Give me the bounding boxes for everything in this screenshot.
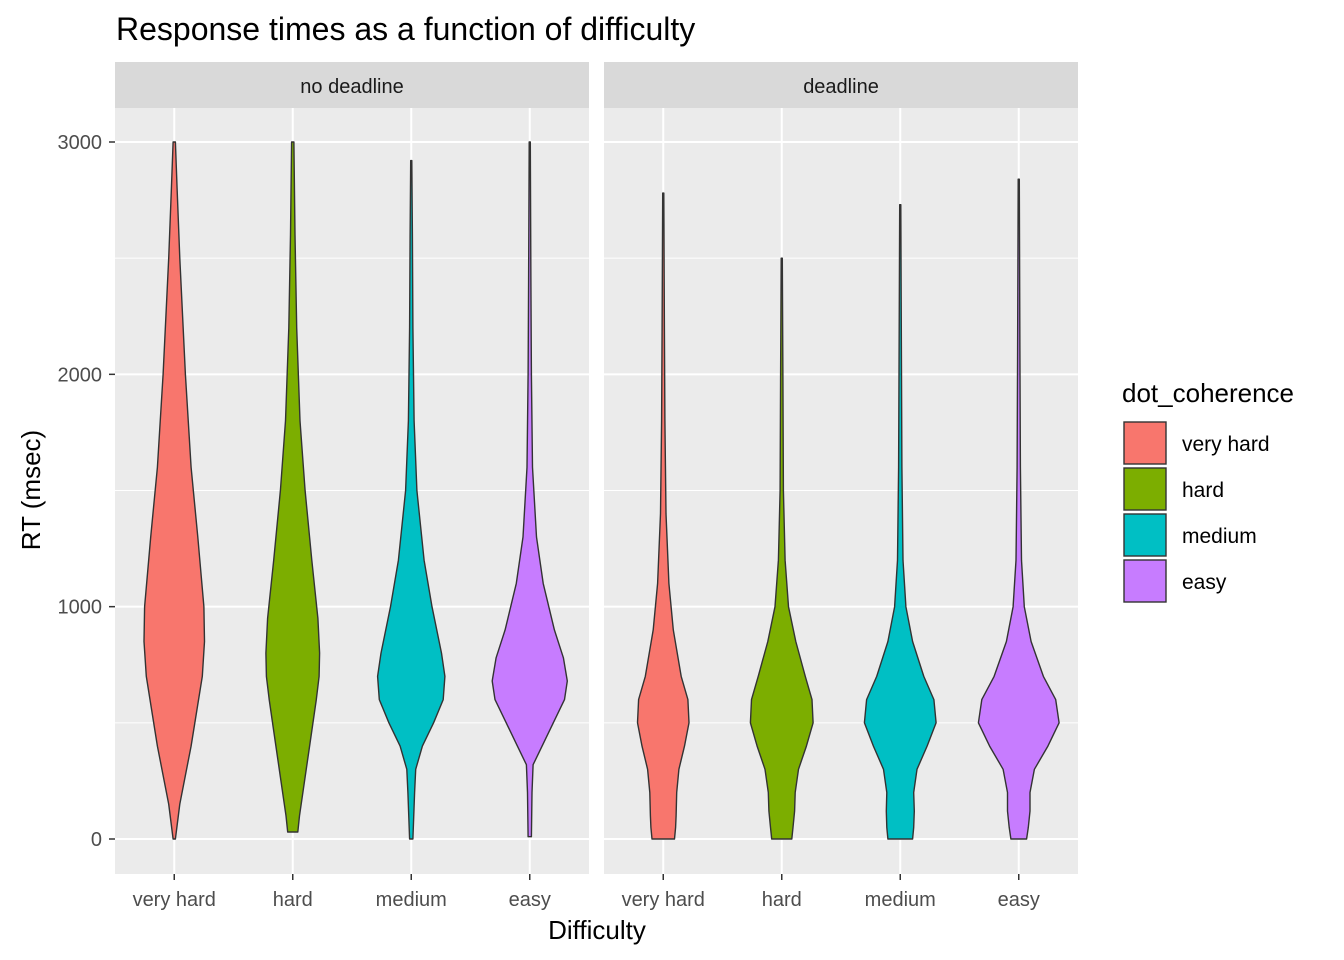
x-tick-label: hard	[762, 889, 802, 911]
x-tick-label: very hard	[622, 889, 705, 911]
x-tick-label: hard	[273, 889, 313, 911]
y-tick-label: 1000	[58, 597, 103, 619]
chart-title: Response times as a function of difficul…	[116, 11, 695, 47]
violin-very-hard	[143, 141, 206, 840]
y-axis-title: RT (msec)	[16, 430, 46, 550]
facet-strip-label: no deadline	[300, 76, 403, 98]
y-axis: 0 1000 2000 3000	[58, 132, 115, 851]
legend-swatch	[1123, 559, 1167, 603]
legend-swatch	[1123, 421, 1167, 465]
y-tick-label: 3000	[58, 132, 103, 154]
violin-very-hard	[636, 192, 690, 840]
x-tick-label: medium	[376, 889, 447, 911]
x-tick-label: medium	[865, 889, 936, 911]
violin-hard	[265, 141, 321, 833]
violin-medium	[863, 204, 937, 840]
legend-label: very hard	[1182, 433, 1270, 456]
legend-label: hard	[1182, 479, 1224, 502]
y-tick-label: 0	[91, 829, 102, 851]
x-tick-label: very hard	[133, 889, 216, 911]
facet-strip	[115, 62, 589, 108]
facet-panel: no deadline very hard hard medium easy	[115, 62, 589, 911]
legend: dot_coherence very hard hard medium easy	[1122, 378, 1294, 603]
violin-easy	[491, 141, 568, 838]
legend-label: easy	[1182, 571, 1227, 594]
x-tick-label: easy	[998, 889, 1040, 911]
legend-label: medium	[1182, 525, 1257, 548]
facet-panel: deadline very hard hard medium easy	[604, 62, 1078, 911]
legend-items: very hard hard medium easy	[1123, 421, 1270, 603]
legend-swatch	[1123, 513, 1167, 557]
legend-title: dot_coherence	[1122, 378, 1294, 408]
violin-easy	[977, 178, 1060, 840]
x-tick-label: easy	[509, 889, 551, 911]
y-tick-label: 2000	[58, 364, 103, 386]
violin-medium	[376, 159, 446, 840]
x-axis-title: Difficulty	[548, 915, 646, 945]
violin-hard	[749, 257, 814, 840]
facet-strip	[604, 62, 1078, 108]
facet-strip-label: deadline	[803, 76, 879, 98]
legend-swatch	[1123, 467, 1167, 511]
